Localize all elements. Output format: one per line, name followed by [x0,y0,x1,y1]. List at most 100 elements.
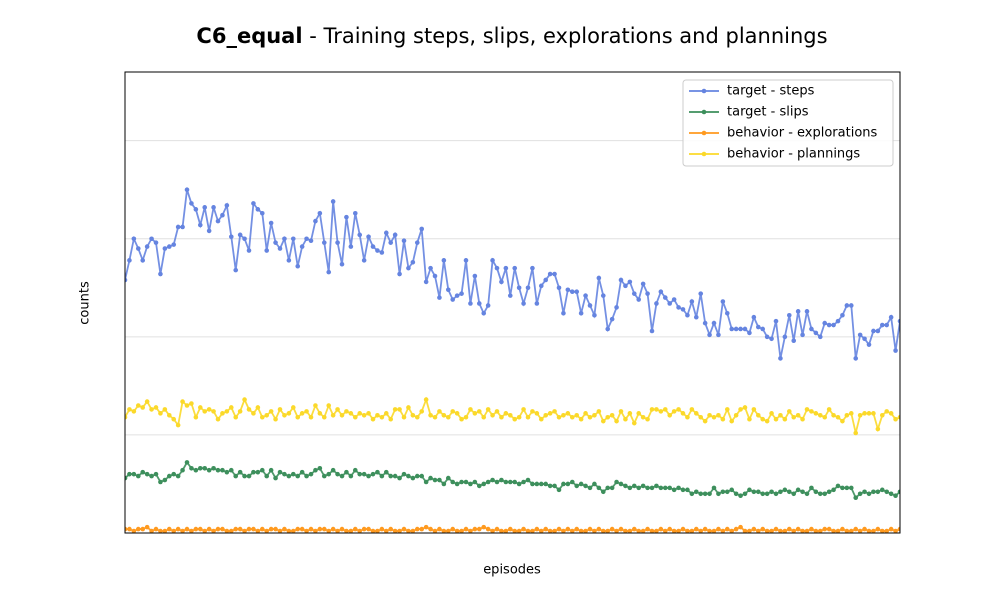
series-marker [401,238,407,244]
series-marker [432,477,438,483]
series-marker [592,528,597,533]
series-marker [317,465,323,471]
series-marker [131,236,137,242]
series-marker [614,528,619,533]
series-marker [893,528,898,533]
series-marker [153,471,159,477]
series-marker [640,483,646,489]
series-marker [578,416,584,422]
series-marker [569,289,575,295]
series-marker [290,528,296,533]
series-marker [826,526,832,532]
series-marker [127,407,132,412]
series-marker [521,407,526,412]
series-marker [751,407,757,412]
series-marker [804,407,810,412]
series-marker [640,528,646,533]
series-marker [769,528,774,533]
series-marker [388,240,394,245]
series-marker [361,258,367,263]
series-marker [578,481,584,487]
series-marker [494,265,500,271]
series-marker [184,187,190,193]
series-marker [228,234,234,240]
series-marker [215,218,221,224]
series-marker [778,412,783,418]
series-marker [290,471,296,477]
series-marker [751,314,757,320]
series-marker [614,479,619,485]
series-marker [135,403,141,408]
series-marker [716,526,721,532]
series-marker [481,481,487,487]
series-marker [773,491,779,497]
series-marker [596,485,602,491]
x-tick-label: 120 [640,540,665,555]
series-marker [565,526,571,532]
series-marker [273,526,278,532]
series-marker [454,528,460,533]
series-marker [149,528,154,533]
series-marker [879,528,885,533]
series-marker [255,405,261,410]
series-marker [472,411,478,416]
series-marker [800,528,805,533]
series-marker [742,326,748,332]
series-marker [538,528,544,533]
series-marker [125,414,128,420]
series-marker [649,407,655,412]
series-marker [162,477,168,483]
series-marker [388,526,394,532]
series-marker [786,409,792,414]
series-marker [494,526,500,532]
series-marker [419,526,425,532]
series-marker [888,314,894,320]
series-marker [463,258,469,263]
series-marker [879,322,885,328]
series-marker [853,526,859,532]
series-marker [698,291,704,296]
series-marker [321,473,327,479]
series-marker [127,471,132,477]
series-marker [476,409,482,414]
series-marker [569,479,575,485]
series-marker [299,244,305,249]
series-marker [521,301,526,306]
series-marker [273,416,278,422]
series-marker [782,416,788,422]
series-marker [206,526,212,532]
series-marker [286,528,292,533]
series-marker [189,465,194,471]
series-marker [835,318,841,324]
series-marker [747,330,752,336]
series-marker [406,473,411,479]
series-marker [871,489,876,495]
series-marker [193,467,199,473]
series-marker [326,269,332,275]
series-marker [499,477,504,483]
series-marker [862,489,867,495]
series-marker [406,528,411,533]
series-marker [282,471,287,477]
series-marker [423,524,429,530]
series-marker [273,475,278,481]
legend-marker [701,151,707,157]
series-marker [813,330,819,336]
series-marker [242,397,247,402]
series-marker [286,258,292,263]
series-marker [840,485,845,491]
series-marker [220,212,225,218]
series-marker [538,481,544,487]
series-marker [335,240,340,245]
series-marker [662,528,668,533]
series-marker [671,528,677,533]
series-marker [649,328,655,334]
series-marker [654,301,659,306]
series-marker [485,407,491,412]
series-marker [308,526,314,532]
series-marker [202,528,208,533]
series-marker [383,528,389,533]
series-marker [822,491,828,497]
series-marker [171,528,177,533]
